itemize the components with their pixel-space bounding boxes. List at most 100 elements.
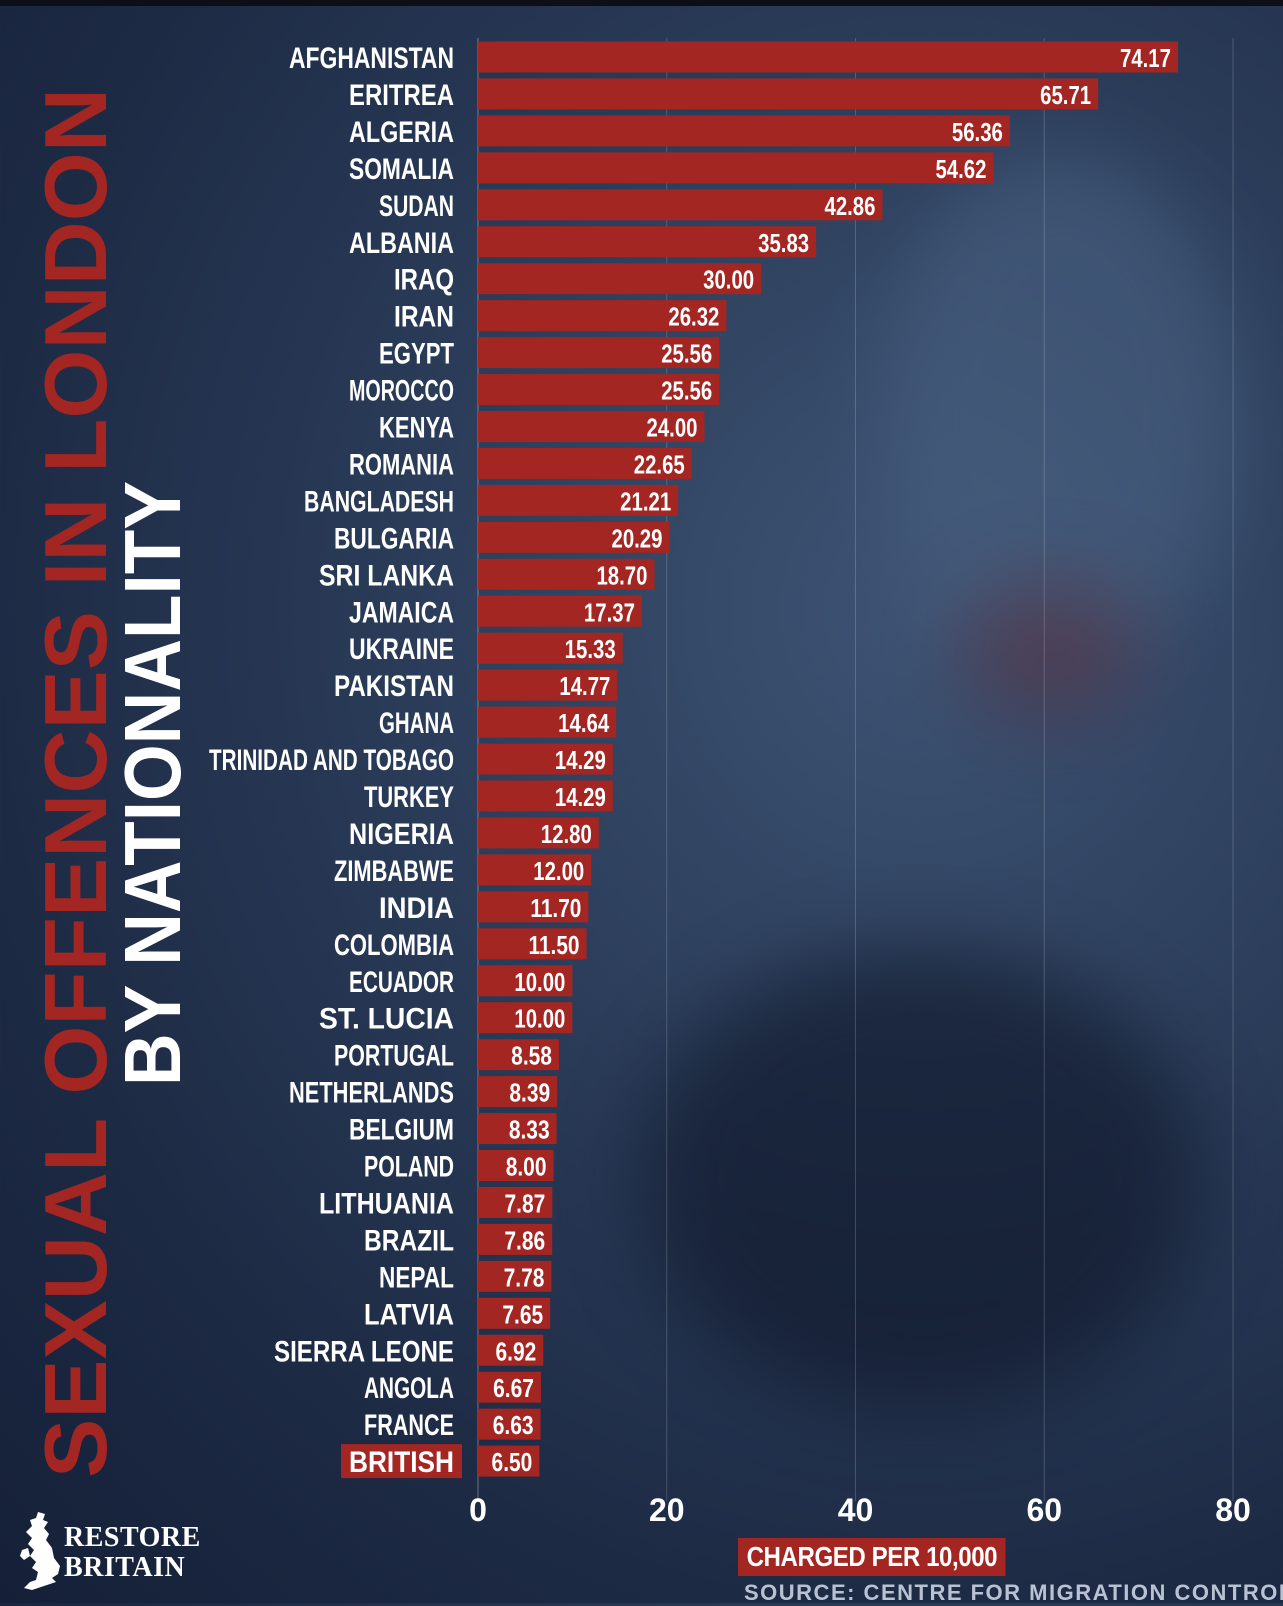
bar bbox=[478, 484, 679, 516]
category-label: BRAZIL bbox=[364, 1224, 454, 1257]
top-border bbox=[0, 0, 1283, 6]
bar bbox=[478, 374, 720, 406]
value-label: 20.29 bbox=[611, 523, 662, 553]
highlight-label-box bbox=[341, 1444, 462, 1479]
value-label: 12.00 bbox=[533, 856, 584, 886]
value-label: 10.00 bbox=[514, 967, 565, 997]
bar bbox=[478, 1371, 541, 1403]
bar bbox=[478, 300, 727, 332]
value-label: 22.65 bbox=[634, 449, 685, 479]
bar bbox=[478, 1408, 541, 1440]
category-label: BRITISH bbox=[349, 1446, 454, 1479]
bar bbox=[478, 780, 613, 812]
category-label: COLOMBIA bbox=[334, 929, 454, 962]
category-label: NIGERIA bbox=[349, 818, 454, 851]
category-label: MOROCCO bbox=[349, 375, 454, 408]
x-tick-label: 60 bbox=[1026, 1492, 1062, 1528]
bar bbox=[478, 1297, 551, 1329]
value-label: 25.56 bbox=[661, 339, 712, 369]
value-label: 10.00 bbox=[514, 1004, 565, 1034]
source-text: SOURCE: CENTRE FOR MIGRATION CONTROL bbox=[744, 1580, 1283, 1605]
value-label: 15.33 bbox=[565, 634, 616, 664]
category-label: ALBANIA bbox=[349, 227, 454, 260]
bar bbox=[478, 854, 592, 886]
bar bbox=[478, 226, 817, 258]
bar bbox=[478, 337, 720, 369]
value-label: 7.87 bbox=[504, 1188, 545, 1218]
bar bbox=[478, 152, 994, 184]
x-axis-label: CHARGED PER 10,000 bbox=[738, 1538, 1006, 1576]
value-label: 14.64 bbox=[558, 708, 609, 738]
category-label: EGYPT bbox=[379, 338, 454, 371]
value-label: 74.17 bbox=[1120, 43, 1171, 73]
value-label: 12.80 bbox=[541, 819, 592, 849]
x-tick-label: 40 bbox=[838, 1492, 874, 1528]
background-blur-dark bbox=[640, 950, 1200, 1410]
value-label: 42.86 bbox=[824, 191, 875, 221]
bar bbox=[478, 558, 655, 590]
category-label: AFGHANISTAN bbox=[289, 42, 454, 75]
category-label: IRAN bbox=[394, 301, 454, 334]
bar bbox=[478, 263, 762, 295]
bar bbox=[478, 1260, 552, 1292]
category-label: ALGERIA bbox=[349, 116, 454, 149]
category-label: ECUADOR bbox=[349, 966, 454, 999]
bar bbox=[478, 1076, 558, 1108]
category-label: LITHUANIA bbox=[319, 1187, 454, 1220]
value-label: 35.83 bbox=[758, 228, 809, 258]
bar bbox=[478, 78, 1099, 110]
category-label: NETHERLANDS bbox=[289, 1077, 454, 1110]
bar bbox=[478, 189, 883, 221]
bar bbox=[478, 1186, 553, 1218]
bar bbox=[478, 1223, 553, 1255]
bar bbox=[478, 965, 573, 997]
category-label: UKRAINE bbox=[349, 633, 454, 666]
logo-line1: RESTORE bbox=[64, 1522, 201, 1553]
bar bbox=[478, 1150, 554, 1181]
value-label: 21.21 bbox=[620, 486, 671, 516]
value-label: 7.65 bbox=[502, 1299, 543, 1329]
value-label: 54.62 bbox=[935, 154, 986, 184]
category-label: ERITREA bbox=[349, 79, 454, 112]
x-tick-label: 20 bbox=[649, 1492, 685, 1528]
bar bbox=[478, 41, 1178, 73]
value-label: 6.92 bbox=[496, 1336, 537, 1366]
bar-chart: AFGHANISTAN 74.17 ERITREA 65.71 ALGERIA 56.36… bbox=[274, 41, 1251, 1528]
category-label: SIERRA LEONE bbox=[274, 1335, 454, 1368]
value-label: 65.71 bbox=[1040, 80, 1091, 110]
category-label: SOMALIA bbox=[349, 153, 454, 186]
bar bbox=[478, 817, 599, 849]
category-label: NEPAL bbox=[379, 1261, 454, 1294]
value-label: 14.29 bbox=[555, 782, 606, 812]
category-label: GHANA bbox=[379, 707, 454, 740]
category-label: PAKISTAN bbox=[334, 670, 454, 703]
value-label: 6.63 bbox=[493, 1410, 534, 1440]
value-label: 7.78 bbox=[504, 1262, 545, 1292]
category-label: LATVIA bbox=[364, 1298, 454, 1331]
category-label: IRAQ bbox=[394, 264, 454, 297]
value-label: 6.67 bbox=[493, 1373, 534, 1403]
category-label: BULGARIA bbox=[334, 522, 454, 555]
value-label: 30.00 bbox=[703, 265, 754, 295]
value-label: 8.33 bbox=[509, 1115, 550, 1145]
category-label: ROMANIA bbox=[349, 448, 454, 481]
value-label: 8.00 bbox=[506, 1152, 547, 1182]
bar bbox=[478, 521, 670, 553]
bar bbox=[478, 706, 617, 738]
bar bbox=[478, 411, 705, 442]
x-tick-label: 80 bbox=[1215, 1492, 1251, 1528]
bar bbox=[478, 1113, 557, 1145]
category-label: ZIMBABWE bbox=[334, 855, 454, 888]
category-label: ST. LUCIA bbox=[319, 1003, 454, 1036]
value-label: 56.36 bbox=[952, 117, 1003, 147]
category-label: TURKEY bbox=[364, 781, 454, 814]
bar bbox=[478, 1334, 544, 1366]
bar bbox=[478, 595, 642, 627]
bar bbox=[478, 743, 613, 775]
value-label: 8.39 bbox=[509, 1078, 550, 1108]
category-label: BELGIUM bbox=[349, 1114, 454, 1147]
bar bbox=[478, 891, 589, 923]
category-label: PORTUGAL bbox=[334, 1040, 454, 1073]
value-label: 25.56 bbox=[661, 376, 712, 406]
value-label: 18.70 bbox=[596, 560, 647, 590]
